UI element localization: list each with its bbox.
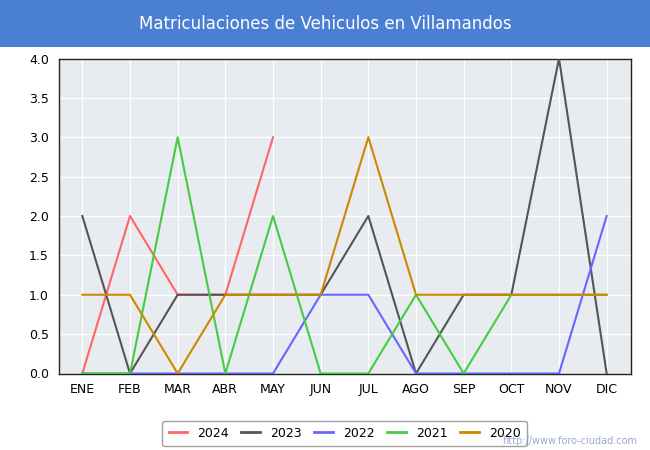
Legend: 2024, 2023, 2022, 2021, 2020: 2024, 2023, 2022, 2021, 2020 (162, 421, 526, 446)
2022 (222, 371, 229, 376)
2021 (222, 371, 229, 376)
2020 (79, 292, 86, 297)
2021 (269, 213, 277, 219)
Line: 2023: 2023 (83, 58, 606, 374)
2022 (508, 371, 515, 376)
2024 (269, 135, 277, 140)
2021 (460, 371, 467, 376)
2021 (79, 371, 86, 376)
2023 (126, 371, 134, 376)
2020 (555, 292, 563, 297)
2022 (365, 292, 372, 297)
Line: 2022: 2022 (83, 216, 606, 374)
2021 (365, 371, 372, 376)
2022 (317, 292, 324, 297)
2023 (365, 213, 372, 219)
2022 (126, 371, 134, 376)
2023 (460, 292, 467, 297)
2023 (79, 213, 86, 219)
2024 (222, 292, 229, 297)
2022 (79, 371, 86, 376)
2023 (603, 371, 610, 376)
2021 (603, 292, 610, 297)
2024 (174, 292, 181, 297)
2022 (460, 371, 467, 376)
2020 (317, 292, 324, 297)
Line: 2020: 2020 (83, 137, 606, 374)
2021 (555, 292, 563, 297)
2021 (508, 292, 515, 297)
2022 (555, 371, 563, 376)
2020 (412, 292, 420, 297)
Text: Matriculaciones de Vehiculos en Villamandos: Matriculaciones de Vehiculos en Villaman… (138, 14, 512, 33)
2022 (174, 371, 181, 376)
2023 (508, 292, 515, 297)
2021 (126, 371, 134, 376)
2024 (126, 213, 134, 219)
2022 (269, 371, 277, 376)
Line: 2024: 2024 (83, 137, 273, 374)
2020 (269, 292, 277, 297)
2020 (126, 292, 134, 297)
2023 (174, 292, 181, 297)
2023 (555, 56, 563, 61)
2020 (603, 292, 610, 297)
2023 (269, 292, 277, 297)
2021 (174, 135, 181, 140)
2020 (460, 292, 467, 297)
2020 (222, 292, 229, 297)
2022 (603, 213, 610, 219)
2024 (79, 371, 86, 376)
2021 (412, 292, 420, 297)
2020 (365, 135, 372, 140)
Text: http://www.foro-ciudad.com: http://www.foro-ciudad.com (502, 436, 637, 446)
2020 (508, 292, 515, 297)
Line: 2021: 2021 (83, 137, 606, 374)
2022 (412, 371, 420, 376)
2023 (412, 371, 420, 376)
2023 (222, 292, 229, 297)
2021 (317, 371, 324, 376)
2023 (317, 292, 324, 297)
2020 (174, 371, 181, 376)
